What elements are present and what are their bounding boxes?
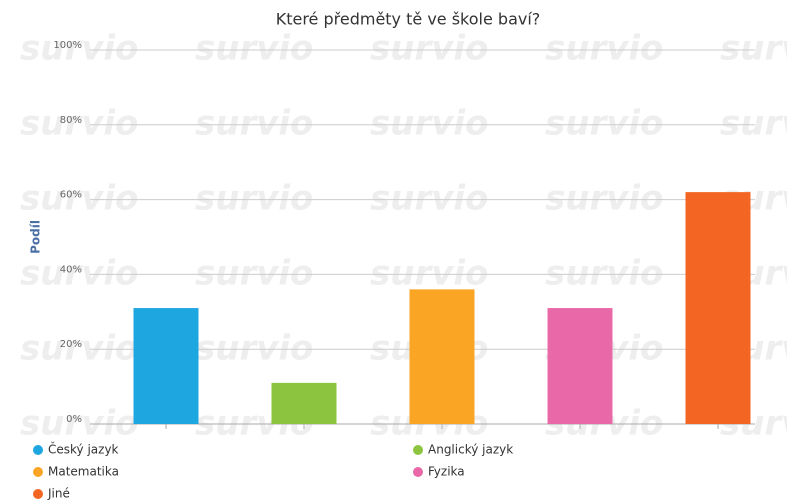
watermark: survio [20, 179, 138, 219]
watermark: survio [20, 329, 138, 369]
watermark: survio [195, 179, 313, 219]
watermark: survio [195, 254, 313, 294]
bar [271, 382, 337, 424]
watermark: survio [545, 254, 663, 294]
bar [685, 192, 751, 424]
legend-label: Anglický jazyk [428, 443, 513, 457]
watermark: survio [720, 29, 787, 69]
y-tick-label: 80% [60, 115, 82, 126]
watermark: survio [370, 29, 488, 69]
watermark: survio [370, 254, 488, 294]
bar [133, 308, 199, 424]
watermark: survio [195, 104, 313, 144]
watermark: survio [370, 104, 488, 144]
bar [409, 289, 475, 424]
y-tick-label: 100% [53, 40, 82, 51]
y-tick-label: 0% [66, 414, 82, 425]
chart-title: Které předměty tě ve škole baví? [276, 10, 541, 29]
watermark: survio [545, 104, 663, 144]
bar [547, 308, 613, 424]
watermark: survio [545, 29, 663, 69]
y-tick-label: 60% [60, 190, 82, 201]
watermark: survio [195, 329, 313, 369]
watermark: survio [370, 179, 488, 219]
watermark: survio [20, 29, 138, 69]
legend-label: Fyzika [428, 465, 465, 479]
y-axis-label: Podíl [29, 220, 43, 254]
watermark: survio [720, 104, 787, 144]
watermark: survio [20, 254, 138, 294]
y-tick-label: 20% [60, 339, 82, 350]
legend-marker [33, 467, 43, 477]
watermark: survio [195, 29, 313, 69]
watermark: survio [545, 179, 663, 219]
legend-marker [413, 445, 423, 455]
legend-marker [413, 467, 423, 477]
legend-label: Český jazyk [48, 442, 119, 457]
legend-marker [33, 489, 43, 499]
legend-label: Matematika [48, 465, 119, 479]
legend-label: Jiné [47, 487, 70, 501]
legend-marker [33, 445, 43, 455]
watermark: survio [20, 104, 138, 144]
y-tick-label: 40% [60, 264, 82, 275]
